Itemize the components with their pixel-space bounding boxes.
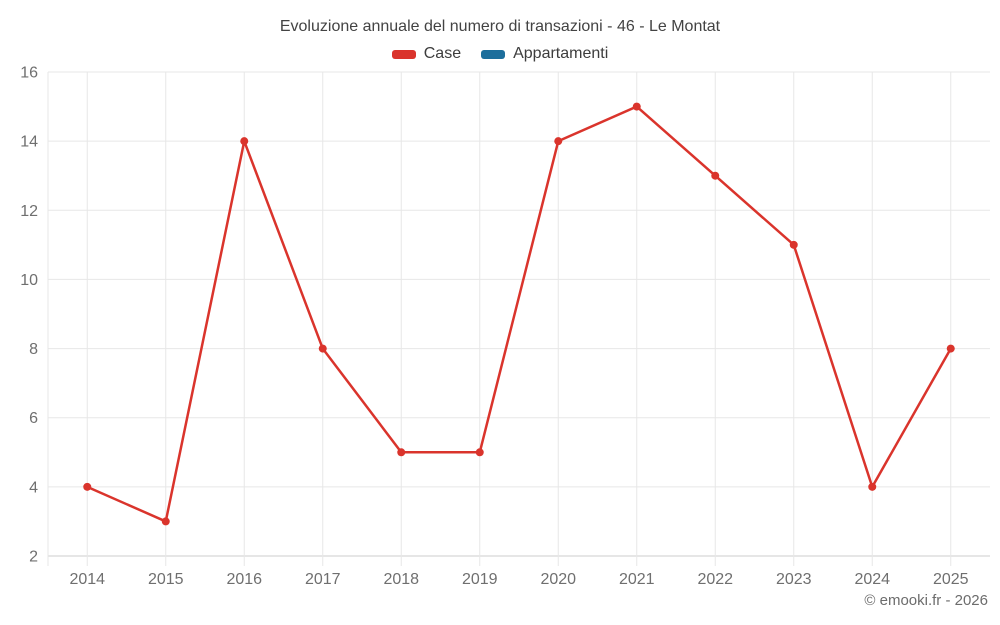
x-axis-label: 2020 [540,571,576,588]
chart-title: Evoluzione annuale del numero di transaz… [279,18,721,35]
legend: Case Appartamenti [0,45,1000,63]
x-axis-label: 2017 [305,571,341,588]
x-axis-label: 2019 [462,571,498,588]
data-point-case-2019[interactable] [475,448,484,457]
y-axis-label: 8 [29,341,38,358]
y-axis-label: 10 [20,272,38,289]
y-axis-label: 4 [29,479,38,496]
y-axis-label: 6 [29,410,38,427]
y-axis-label: 12 [20,203,38,220]
x-axis-label: 2023 [776,571,812,588]
legend-label-appartamenti: Appartamenti [513,45,609,62]
legend-swatch-appartamenti-icon [481,49,506,59]
x-axis-label: 2014 [69,571,105,588]
data-point-case-2015[interactable] [161,517,170,526]
chart-footer-credit: © emooki.fr - 2026 [864,592,988,609]
data-point-case-2018[interactable] [397,448,406,457]
x-axis-label: 2022 [697,571,733,588]
legend-label-case: Case [423,45,462,62]
data-point-case-2024[interactable] [868,482,877,491]
y-axis-label: 2 [29,549,38,566]
y-axis-label: 14 [20,134,38,151]
data-point-case-2023[interactable] [789,240,798,249]
series-line-case [86,105,952,523]
data-point-case-2020[interactable] [554,137,563,146]
data-point-case-2021[interactable] [632,102,641,111]
data-point-case-2016[interactable] [240,137,249,146]
y-axis-label: 16 [20,65,38,82]
x-axis-label: 2024 [854,571,890,588]
data-point-case-2022[interactable] [711,171,720,180]
legend-item-case[interactable]: Case [391,45,462,63]
x-axis-label: 2018 [383,571,419,588]
data-point-case-2014[interactable] [83,482,92,491]
data-point-case-2017[interactable] [318,344,327,353]
legend-swatch-case-icon [391,49,416,59]
x-axis-label: 2021 [619,571,655,588]
data-point-case-2025[interactable] [946,344,955,353]
x-axis-label: 2025 [933,571,969,588]
legend-item-appartamenti[interactable]: Appartamenti [481,45,608,63]
x-axis-label: 2015 [148,571,184,588]
x-axis-label: 2016 [226,571,262,588]
